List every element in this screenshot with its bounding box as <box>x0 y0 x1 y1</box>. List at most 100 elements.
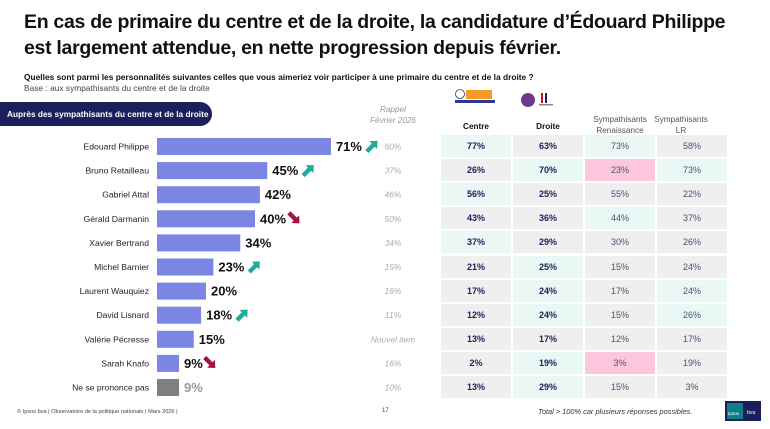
table-cell: 15% <box>585 376 655 398</box>
arrow-shape <box>301 164 314 178</box>
table-cell: 12% <box>441 303 511 326</box>
table-cell: 56% <box>441 183 511 206</box>
table-cell: 3% <box>657 376 727 398</box>
slide-title: En cas de primaire du centre et de la dr… <box>24 11 726 59</box>
table-cell: 15% <box>585 255 655 278</box>
table-cell: 70% <box>513 159 583 182</box>
table-cell: 55% <box>585 183 655 206</box>
ipsos-logo-text: Ipsos <box>728 411 739 416</box>
col-header-droite: Droite <box>536 122 560 131</box>
value-label: 45% <box>272 163 298 178</box>
table-cell: 19% <box>513 351 583 374</box>
value-label: 18% <box>206 308 232 323</box>
survey-base: Base : aux sympathisants du centre et de… <box>24 83 210 93</box>
bar <box>157 282 206 300</box>
table-cell: 63% <box>513 135 583 157</box>
value-label: 34% <box>245 235 271 250</box>
ipsos-logo-icon <box>727 403 743 419</box>
ipsos-bva-logo: Ipsos bva <box>725 401 761 421</box>
trend-up-arrow-icon <box>301 164 314 178</box>
value-label: 15% <box>199 332 225 347</box>
category-label: Valérie Pécresse <box>85 334 150 344</box>
bar <box>157 138 331 155</box>
rappel-value: 37% <box>385 166 402 176</box>
table-cell: 58% <box>657 135 727 157</box>
udi-lr-logo-icon <box>521 93 553 107</box>
rappel-value: 11% <box>385 310 402 320</box>
bar <box>157 354 180 372</box>
table-cell: 17% <box>513 327 583 350</box>
table-cell: 36% <box>513 207 583 230</box>
bar <box>157 210 255 228</box>
table-cell: 2% <box>441 351 511 374</box>
category-label: Bruno Retailleau <box>85 166 149 176</box>
rappel-value: 16% <box>385 286 402 296</box>
table-cell: 26% <box>657 303 727 326</box>
value-label: 23% <box>218 260 244 275</box>
bva-logo-text: bva <box>747 410 756 416</box>
table-cell: 13% <box>441 376 511 398</box>
category-label: Laurent Wauquiez <box>80 286 149 296</box>
col-header-centre: Centre <box>463 122 489 131</box>
table-cell: 25% <box>513 255 583 278</box>
table-cell: 24% <box>657 255 727 278</box>
category-label: Xavier Bertrand <box>89 238 149 248</box>
table-cell: 17% <box>585 279 655 302</box>
table-cell: 22% <box>657 183 727 206</box>
rappel-value: 50% <box>385 214 402 224</box>
category-label: Ne se prononce pas <box>72 383 149 393</box>
footer-source: © Ipsos bva | Observatoire de la politiq… <box>17 409 178 415</box>
segment-label: Auprès des sympathisants du centre et de… <box>0 102 212 126</box>
trend-down-arrow-icon <box>287 211 300 224</box>
table-cell: 25% <box>513 183 583 206</box>
renaissance-horizons-logo-icon <box>455 89 495 103</box>
table-cell: 23% <box>585 159 655 182</box>
value-label: 9% <box>184 380 203 395</box>
table-cell: 73% <box>585 135 655 157</box>
col-header-renaissance: Sympathisants Renaissance <box>593 115 647 135</box>
rappel-date: Février 2026 <box>370 116 416 125</box>
value-label: 42% <box>265 187 291 202</box>
survey-question: Quelles sont parmi les personnalités sui… <box>24 72 534 82</box>
value-label: 9% <box>184 356 203 371</box>
value-label: 40% <box>260 211 286 226</box>
bar <box>157 186 260 204</box>
table-cell: 43% <box>441 207 511 230</box>
table-cell: 29% <box>513 231 583 254</box>
bar-chart: Edouard Philippe 71% 60% Bruno Retailleau 45… <box>72 138 415 396</box>
footer-note: Total > 100% car plusieurs réponses poss… <box>538 407 693 416</box>
rappel-value: 60% <box>385 142 402 152</box>
value-label: 71% <box>336 139 362 154</box>
table-cell: 29% <box>513 376 583 398</box>
bar <box>157 379 180 396</box>
category-label: David Lisnard <box>96 310 149 320</box>
table-cell: 3% <box>585 351 655 374</box>
table-cell: 19% <box>657 351 727 374</box>
bar <box>157 234 241 252</box>
arrow-shape <box>287 211 300 224</box>
trend-up-arrow-icon <box>365 140 378 154</box>
value-label: 20% <box>211 284 237 299</box>
table-cell: 26% <box>657 231 727 254</box>
rappel-value: 10% <box>385 383 402 393</box>
col-header-lr: Sympathisants LR <box>654 115 708 135</box>
rappel-value: 46% <box>385 190 402 200</box>
category-label: Edouard Philippe <box>84 142 150 152</box>
rappel-value: 16% <box>385 358 402 368</box>
rappel-header: Rappel Février 2026 <box>362 104 424 126</box>
table-cell: 24% <box>657 279 727 302</box>
table-cell: 12% <box>585 327 655 350</box>
table-cell: 26% <box>441 159 511 182</box>
category-label: Gérald Darmanin <box>84 214 150 224</box>
trend-down-arrow-icon <box>203 355 216 369</box>
rappel-value: 34% <box>385 238 402 248</box>
table-cell: 21% <box>441 255 511 278</box>
bar <box>157 162 268 180</box>
rappel-label: Rappel <box>380 105 406 114</box>
table-cell: 24% <box>513 279 583 302</box>
rappel-value: 15% <box>385 262 402 272</box>
droite-logo <box>521 92 565 108</box>
trend-up-arrow-icon <box>235 309 248 322</box>
arrow-shape <box>247 261 260 274</box>
table-cell: 73% <box>657 159 727 182</box>
